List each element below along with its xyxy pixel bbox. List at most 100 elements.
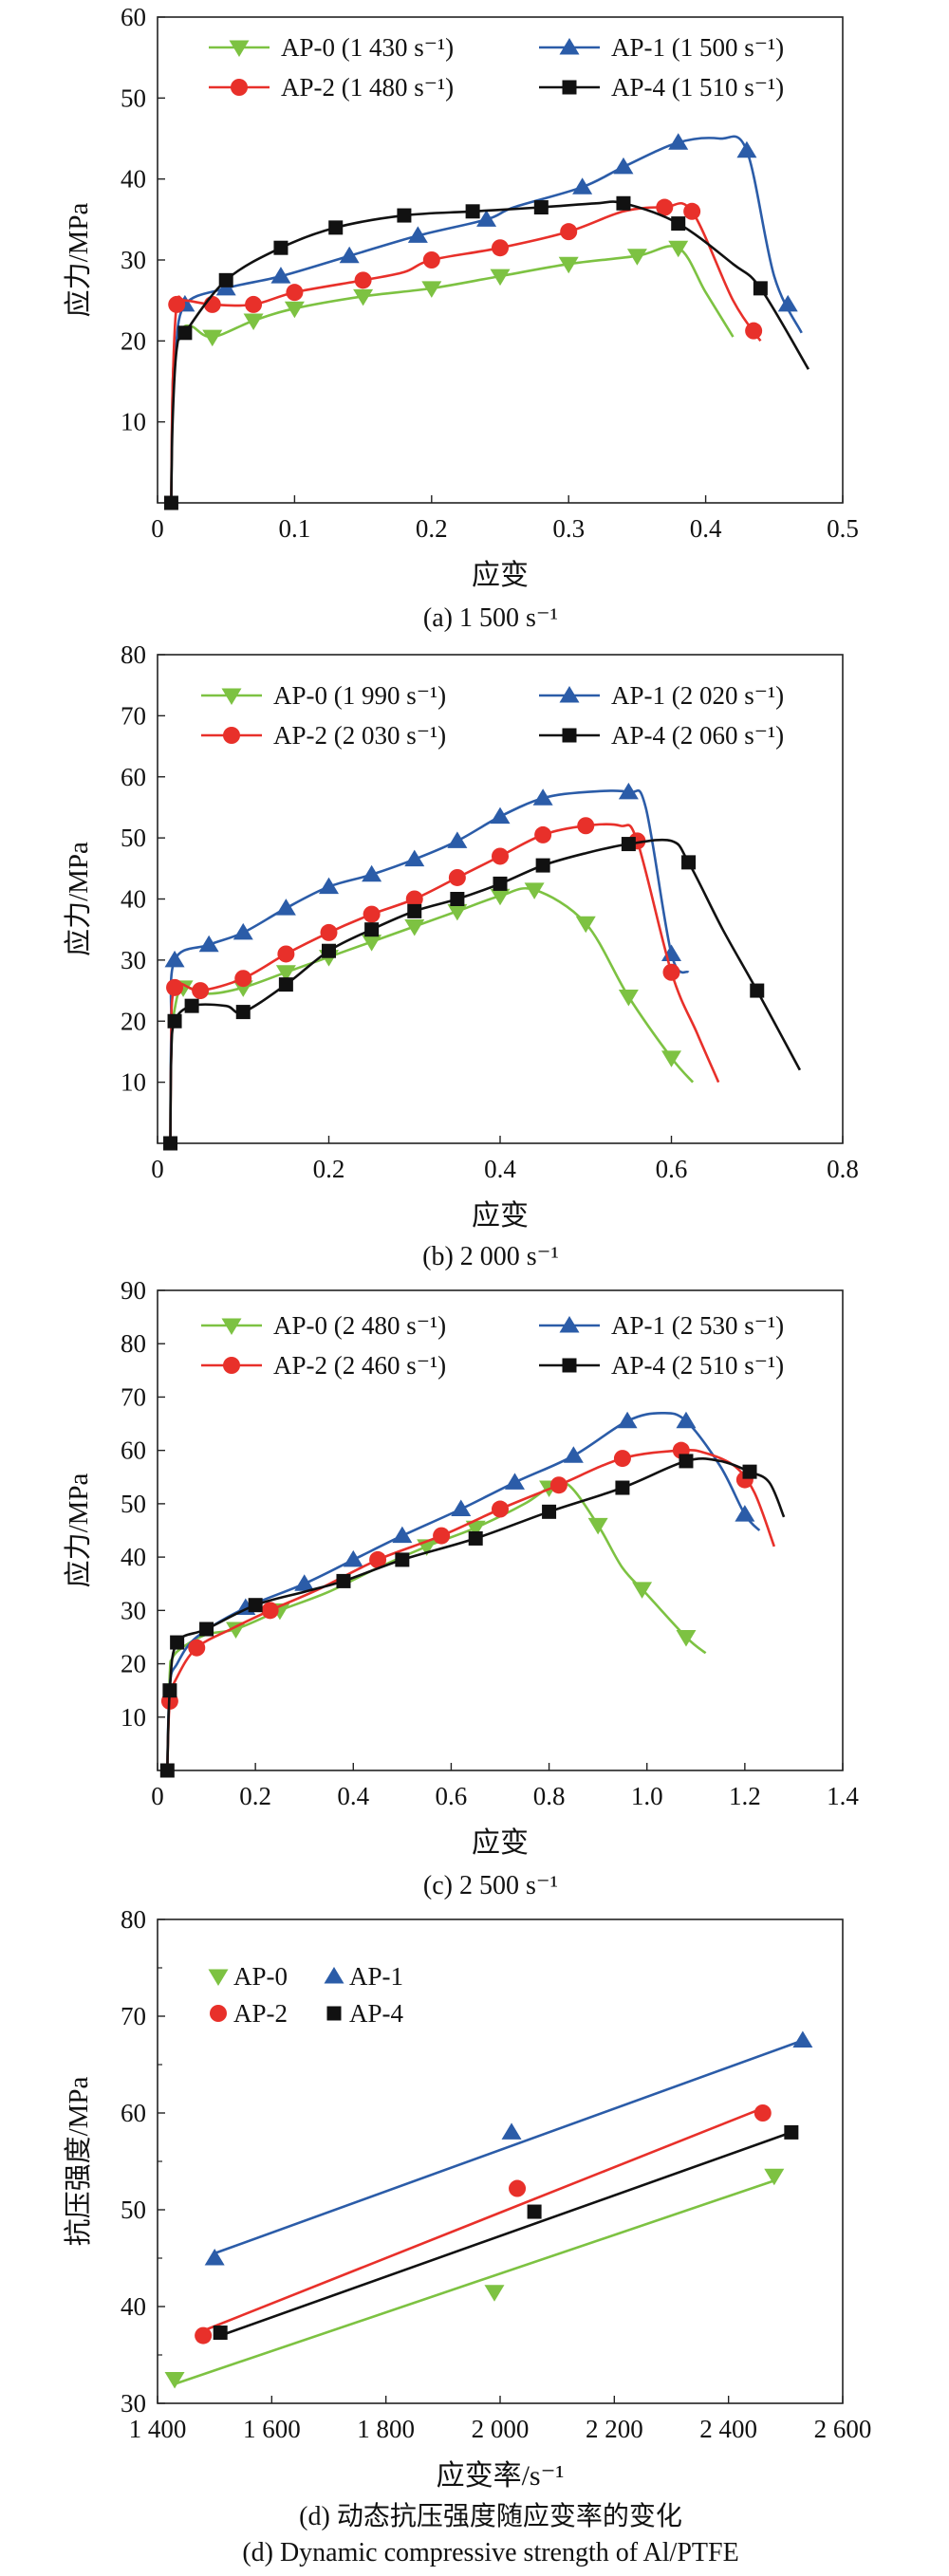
data-point: [433, 1527, 451, 1545]
legend-label: AP-4 (2 510 s⁻¹): [611, 1351, 784, 1380]
data-point: [277, 945, 295, 963]
series-line: [169, 823, 720, 1144]
series-ap-1: [166, 1411, 761, 1771]
y-tick-label: 50: [121, 824, 146, 852]
data-point: [451, 1499, 472, 1517]
x-tick-label: 0.4: [484, 1155, 516, 1183]
data-point: [294, 1574, 315, 1591]
caption: (d) 动态抗压强度随应变率的变化: [299, 2501, 682, 2531]
series-ap-4: [213, 2124, 799, 2341]
y-axis-label: 应力/MPa: [63, 1473, 94, 1587]
legend-marker: [221, 1318, 242, 1335]
x-axis-label: 应变: [472, 1827, 529, 1859]
data-point: [534, 825, 552, 843]
data-point: [563, 1446, 584, 1463]
series-line: [170, 200, 810, 504]
legend-label: AP-0 (1 990 s⁻¹): [273, 681, 446, 710]
data-point: [632, 1582, 653, 1599]
x-tick-label: 0.4: [690, 514, 722, 543]
y-tick-label: 70: [121, 701, 146, 730]
y-tick-label: 70: [121, 2002, 146, 2030]
legend-marker: [324, 1967, 344, 1984]
x-tick-label: 1 400: [129, 2415, 187, 2443]
data-point: [164, 950, 185, 968]
data-point: [560, 223, 578, 241]
legend: AP-0 (1 430 s⁻¹) AP-1 (1 500 s⁻¹) AP-2 (1 …: [209, 33, 784, 102]
data-point: [354, 271, 372, 289]
data-point: [363, 905, 381, 923]
data-point: [668, 133, 689, 150]
x-tick-label: 0: [151, 1155, 164, 1183]
data-point: [168, 295, 186, 313]
y-tick-label: 90: [121, 1276, 146, 1305]
series-line: [166, 1457, 786, 1771]
data-point: [353, 288, 374, 306]
data-point: [613, 157, 634, 175]
data-point: [192, 982, 210, 1000]
data-point: [750, 983, 765, 998]
y-tick-label: 80: [121, 1329, 146, 1358]
data-point: [422, 251, 440, 269]
legend-marker: [231, 79, 248, 96]
data-point: [764, 2168, 785, 2186]
data-point: [339, 246, 360, 264]
data-point: [524, 882, 545, 899]
x-tick-label: 0.2: [239, 1782, 271, 1810]
series-ap-0: [166, 1480, 707, 1771]
legend-marker: [208, 1969, 229, 1986]
data-point: [676, 1629, 697, 1647]
data-point: [617, 1411, 638, 1429]
fit-line: [214, 2039, 804, 2255]
data-point: [195, 2326, 213, 2344]
data-point: [166, 978, 184, 996]
data-point: [621, 837, 636, 852]
series-ap-2: [195, 2104, 772, 2344]
data-point: [754, 2104, 772, 2122]
data-point: [490, 269, 511, 287]
x-tick-label: 0.3: [552, 514, 585, 543]
data-point: [273, 240, 288, 255]
data-point: [448, 868, 466, 886]
x-axis-label: 应变: [472, 1200, 529, 1232]
data-point: [615, 1480, 630, 1495]
data-point: [322, 943, 336, 958]
data-point: [476, 210, 497, 227]
data-point: [319, 877, 339, 895]
y-tick-label: 30: [121, 2389, 146, 2418]
series-ap-1: [170, 133, 803, 504]
legend-label: AP-1 (1 500 s⁻¹): [611, 33, 784, 62]
data-point: [492, 847, 509, 865]
data-point: [167, 1013, 182, 1029]
plot-frame: [157, 1289, 844, 1771]
series-ap-1: [204, 2030, 813, 2266]
data-point: [661, 1050, 681, 1067]
legend-marker: [223, 727, 240, 744]
x-tick-label: 0.1: [279, 514, 311, 543]
x-tick-label: 2 600: [814, 2415, 872, 2443]
x-tick-label: 1 600: [243, 2415, 301, 2443]
chart-panel: 10 20 30 40 50 60 0 0.1 0.2 0.3 0.4 0.5 应力/MPa 应变 (a) …: [63, 3, 859, 633]
data-point: [683, 202, 701, 220]
data-point: [395, 1552, 410, 1567]
data-point: [504, 1473, 525, 1490]
data-point: [671, 216, 686, 232]
legend-label: AP-1 (2 020 s⁻¹): [611, 681, 784, 710]
data-point: [392, 1526, 413, 1544]
data-point: [577, 817, 595, 835]
data-point: [558, 256, 579, 274]
legend-label: AP-2: [233, 1999, 288, 2028]
y-tick-label: 50: [121, 1490, 146, 1518]
data-point: [275, 965, 296, 982]
legend: AP-0 (2 480 s⁻¹) AP-1 (2 530 s⁻¹) AP-2 (2 …: [201, 1311, 784, 1380]
data-point: [284, 301, 305, 319]
legend-marker: [559, 1316, 580, 1333]
legend-marker: [229, 40, 250, 57]
data-point: [407, 903, 422, 918]
data-point: [199, 1622, 214, 1637]
legend-marker: [562, 728, 577, 743]
data-point: [421, 281, 442, 298]
data-point: [275, 899, 296, 916]
y-tick-label: 30: [121, 246, 146, 274]
x-tick-label: 1.0: [631, 1782, 663, 1810]
legend-label: AP-2 (2 030 s⁻¹): [273, 721, 446, 750]
